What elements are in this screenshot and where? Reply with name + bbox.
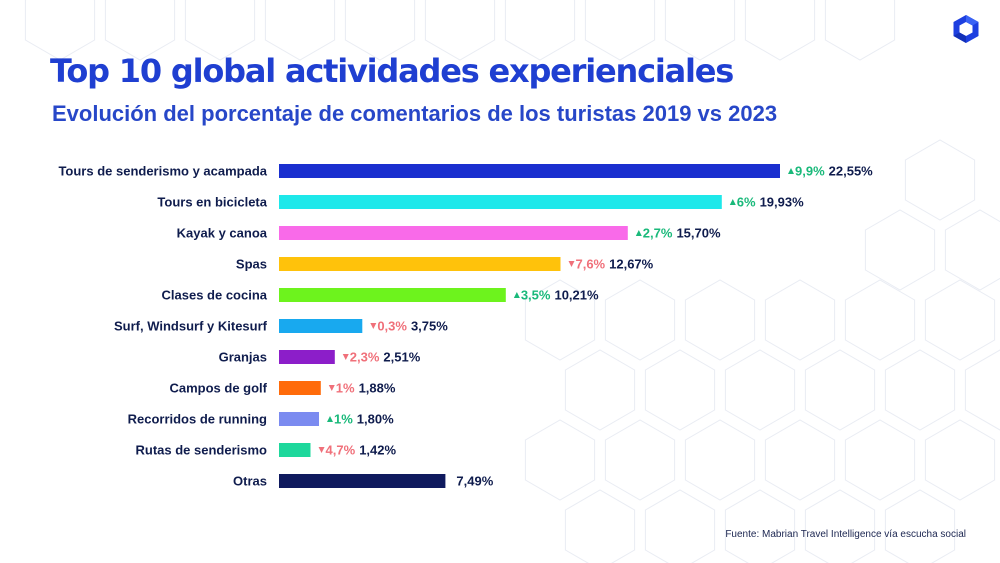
category-label: Spas — [236, 257, 267, 272]
background-hexagon — [724, 349, 796, 431]
background-hexagon — [944, 209, 1000, 291]
background-hexagon — [644, 349, 716, 431]
value-label: 7,49% — [456, 474, 493, 489]
background-hexagon — [764, 419, 836, 501]
background-hexagon — [564, 489, 636, 563]
background-hexagon — [644, 489, 716, 563]
trend-up-icon — [635, 230, 642, 236]
background-hexagon — [684, 279, 756, 361]
bar — [279, 164, 780, 178]
background-hexagon — [684, 419, 756, 501]
background-hexagon — [604, 279, 676, 361]
chart-subtitle: Evolución del porcentaje de comentarios … — [52, 101, 778, 126]
value-label: 1,42% — [359, 443, 396, 458]
change-label: 9,9% — [795, 164, 825, 179]
background-hexagon — [104, 0, 176, 61]
background-hexagon — [884, 349, 956, 431]
background-hexagon — [504, 0, 576, 61]
background-hexagon — [24, 0, 96, 61]
trend-up-icon — [513, 292, 520, 298]
change-label: 0,3% — [377, 319, 407, 334]
background-hexagon — [664, 0, 736, 61]
background-hexagon — [264, 0, 336, 61]
background-hexagon — [824, 0, 896, 61]
bar — [279, 319, 363, 333]
category-label: Surf, Windsurf y Kitesurf — [114, 319, 268, 334]
background-hexagon — [184, 0, 256, 61]
change-label: 4,7% — [326, 443, 356, 458]
background-hexagon — [524, 419, 596, 501]
value-label: 22,55% — [829, 164, 874, 179]
value-label: 3,75% — [411, 319, 448, 334]
background-hexagon — [804, 349, 876, 431]
bar — [279, 195, 722, 209]
category-label: Recorridos de running — [128, 412, 267, 427]
background-hexagon — [724, 489, 796, 563]
background-hexagon — [924, 279, 996, 361]
background-hexagon — [344, 0, 416, 61]
bar — [279, 474, 446, 488]
category-label: Kayak y canoa — [177, 226, 268, 241]
trend-down-icon — [568, 261, 575, 267]
value-label: 1,88% — [359, 381, 396, 396]
background-hexagon — [524, 279, 596, 361]
bar — [279, 257, 561, 271]
bar — [279, 226, 628, 240]
chart-title: Top 10 global actividades experienciales — [50, 52, 734, 90]
trend-up-icon — [729, 199, 736, 205]
trend-up-icon — [326, 416, 333, 422]
category-label: Otras — [233, 474, 267, 489]
background-hexagon — [424, 0, 496, 61]
change-label: 1% — [336, 381, 355, 396]
bar — [279, 381, 321, 395]
background-hexagon — [764, 279, 836, 361]
change-label: 2,3% — [350, 350, 380, 365]
change-label: 2,7% — [643, 226, 673, 241]
category-label: Tours en bicicleta — [157, 195, 267, 210]
background-hexagon — [804, 489, 876, 563]
bar — [279, 350, 335, 364]
value-label: 19,93% — [760, 195, 805, 210]
trend-up-icon — [788, 168, 794, 174]
category-label: Rutas de senderismo — [136, 443, 268, 458]
change-label: 6% — [737, 195, 756, 210]
value-label: 12,67% — [609, 257, 654, 272]
value-label: 2,51% — [383, 350, 420, 365]
bar-chart: Tours de senderismo y acampada 9,9% 22,55%… — [58, 164, 874, 489]
change-label: 7,6% — [575, 257, 605, 272]
brand-logo-icon — [953, 15, 979, 43]
trend-down-icon — [328, 385, 335, 391]
background-hexagon — [924, 419, 996, 501]
bar — [279, 443, 311, 457]
value-label: 1,80% — [357, 412, 394, 427]
background-hexagon — [844, 419, 916, 501]
category-label: Granjas — [219, 350, 267, 365]
category-label: Campos de golf — [169, 381, 267, 396]
change-label: 3,5% — [521, 288, 551, 303]
background-hexagon — [844, 279, 916, 361]
value-label: 15,70% — [676, 226, 721, 241]
background-hexagon — [884, 489, 956, 563]
background-hexagon — [564, 349, 636, 431]
category-label: Tours de senderismo y acampada — [58, 164, 267, 179]
background-hexagon — [604, 419, 676, 501]
value-label: 10,21% — [554, 288, 599, 303]
source-note: Fuente: Mabrian Travel Intelligence vía … — [725, 529, 966, 540]
trend-down-icon — [318, 447, 325, 453]
trend-down-icon — [342, 354, 349, 360]
category-label: Clases de cocina — [162, 288, 268, 303]
background-hexagon — [964, 349, 1000, 431]
trend-down-icon — [370, 323, 377, 329]
background-hexagon — [864, 209, 936, 291]
background-hexagon — [744, 0, 816, 61]
bar — [279, 412, 319, 426]
bar — [279, 288, 506, 302]
change-label: 1% — [334, 412, 353, 427]
background-hexagon — [904, 139, 976, 221]
background-hexagon — [584, 0, 656, 61]
